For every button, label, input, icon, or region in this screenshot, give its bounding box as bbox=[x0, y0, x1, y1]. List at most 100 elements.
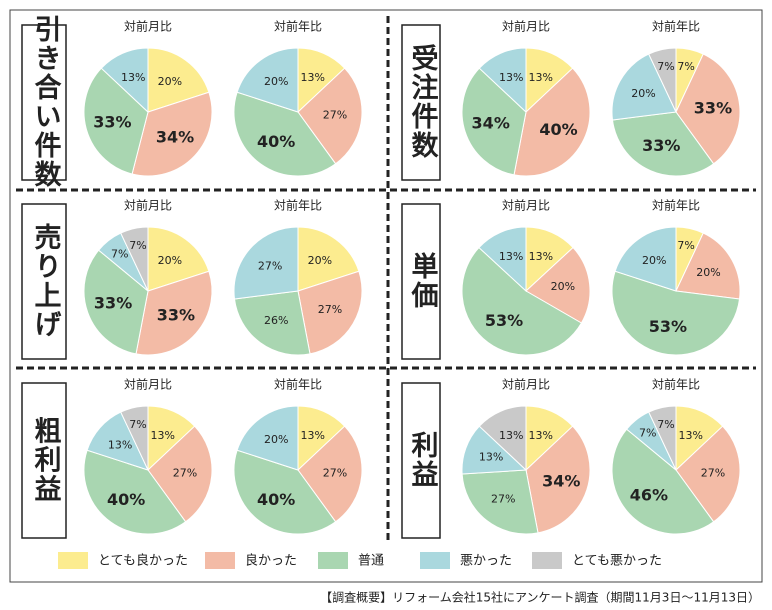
percent-sign: % bbox=[179, 305, 195, 324]
slice-value: 13 bbox=[108, 438, 122, 451]
slice-label: 33% bbox=[694, 98, 732, 117]
percent-sign: % bbox=[187, 466, 197, 479]
pie-slice bbox=[614, 226, 677, 292]
slice-label: 7% bbox=[129, 418, 146, 431]
pie-slice bbox=[83, 449, 187, 535]
pie-slice bbox=[461, 67, 527, 176]
pie-slice bbox=[83, 67, 149, 175]
slice-value: 13 bbox=[151, 429, 165, 442]
slice-value: 20 bbox=[308, 254, 322, 267]
slice-value: 27 bbox=[173, 466, 187, 479]
slice-label: 7% bbox=[657, 60, 674, 73]
percent-sign: % bbox=[279, 132, 295, 151]
panel-label-box bbox=[401, 382, 441, 539]
percent-sign: % bbox=[507, 310, 523, 329]
percent-sign: % bbox=[135, 71, 145, 84]
slice-label: 40% bbox=[257, 132, 295, 151]
slice-value: 53 bbox=[485, 310, 507, 329]
percent-sign: % bbox=[564, 471, 580, 490]
legend-swatch bbox=[318, 552, 348, 569]
slice-value: 7 bbox=[111, 248, 118, 261]
panel-label-box bbox=[21, 24, 67, 181]
pie-slice bbox=[675, 425, 741, 523]
slice-value: 13 bbox=[301, 71, 315, 84]
slice-label: 20% bbox=[696, 266, 720, 279]
panel-label: 受注件数 bbox=[407, 43, 439, 160]
slice-value: 13 bbox=[529, 71, 543, 84]
slice-value: 20 bbox=[264, 433, 278, 446]
percent-sign: % bbox=[715, 466, 725, 479]
pie-slice bbox=[461, 246, 583, 356]
panel-label: 売り上げ bbox=[30, 223, 62, 339]
slice-value: 34 bbox=[472, 113, 494, 132]
pie-title: 対前年比 bbox=[652, 198, 700, 213]
pie-slice bbox=[147, 425, 213, 523]
slice-value: 13 bbox=[529, 250, 543, 263]
pie-slice bbox=[525, 246, 591, 324]
slice-label: 27% bbox=[323, 108, 347, 121]
percent-sign: % bbox=[115, 112, 131, 131]
panel-label-box bbox=[401, 203, 441, 360]
panel-label-box bbox=[401, 24, 441, 181]
percent-sign: % bbox=[178, 127, 194, 146]
slice-label: 7% bbox=[677, 60, 694, 73]
slice-label: 27% bbox=[318, 303, 342, 316]
slice-label: 13% bbox=[679, 429, 703, 442]
slice-value: 7 bbox=[677, 60, 684, 73]
pie-slice bbox=[461, 469, 539, 535]
slice-value: 33 bbox=[93, 112, 115, 131]
percent-sign: % bbox=[562, 119, 578, 138]
slice-label: 33% bbox=[642, 136, 680, 155]
percent-sign: % bbox=[565, 280, 575, 293]
percent-sign: % bbox=[172, 254, 182, 267]
slice-label: 13% bbox=[301, 71, 325, 84]
pie-slice bbox=[131, 91, 213, 177]
slice-value: 33 bbox=[157, 305, 179, 324]
slice-value: 20 bbox=[264, 75, 278, 88]
slice-value: 13 bbox=[499, 71, 513, 84]
pie-slice bbox=[236, 47, 299, 113]
slice-label: 20% bbox=[264, 75, 288, 88]
slice-value: 7 bbox=[657, 418, 664, 431]
pie-title: 対前年比 bbox=[274, 198, 322, 213]
percent-sign: % bbox=[710, 266, 720, 279]
percent-sign: % bbox=[684, 239, 694, 252]
slice-value: 26 bbox=[264, 314, 278, 327]
pie-slice bbox=[120, 226, 149, 292]
slice-label: 7% bbox=[129, 239, 146, 252]
slice-label: 13% bbox=[529, 429, 553, 442]
panel-label-box bbox=[21, 203, 67, 360]
slice-label: 34% bbox=[472, 113, 510, 132]
percent-sign: % bbox=[315, 429, 325, 442]
frame bbox=[9, 9, 763, 583]
percent-sign: % bbox=[337, 466, 347, 479]
slice-label: 20% bbox=[631, 87, 655, 100]
slice-value: 27 bbox=[323, 108, 337, 121]
pie-slice bbox=[525, 425, 591, 534]
slice-value: 27 bbox=[323, 466, 337, 479]
slice-label: 20% bbox=[264, 433, 288, 446]
slice-label: 20% bbox=[308, 254, 332, 267]
slice-value: 40 bbox=[257, 490, 279, 509]
pie-slice bbox=[233, 290, 311, 356]
slice-label: 34% bbox=[542, 471, 580, 490]
slice-value: 34 bbox=[542, 471, 564, 490]
slice-label: 40% bbox=[539, 119, 577, 138]
percent-sign: % bbox=[172, 75, 182, 88]
slice-label: 40% bbox=[257, 490, 295, 509]
slice-value: 13 bbox=[121, 71, 135, 84]
percent-sign: % bbox=[165, 429, 175, 442]
panel-label: 単価 bbox=[407, 251, 440, 310]
slice-value: 20 bbox=[696, 266, 710, 279]
slice-label: 53% bbox=[649, 317, 687, 336]
slice-value: 40 bbox=[257, 132, 279, 151]
slice-value: 20 bbox=[158, 254, 172, 267]
slice-label: 34% bbox=[156, 127, 194, 146]
slice-value: 13 bbox=[479, 450, 493, 463]
slice-value: 20 bbox=[631, 87, 645, 100]
percent-sign: % bbox=[136, 418, 146, 431]
slice-value: 7 bbox=[129, 239, 136, 252]
slice-label: 40% bbox=[107, 490, 145, 509]
percent-sign: % bbox=[272, 259, 282, 272]
